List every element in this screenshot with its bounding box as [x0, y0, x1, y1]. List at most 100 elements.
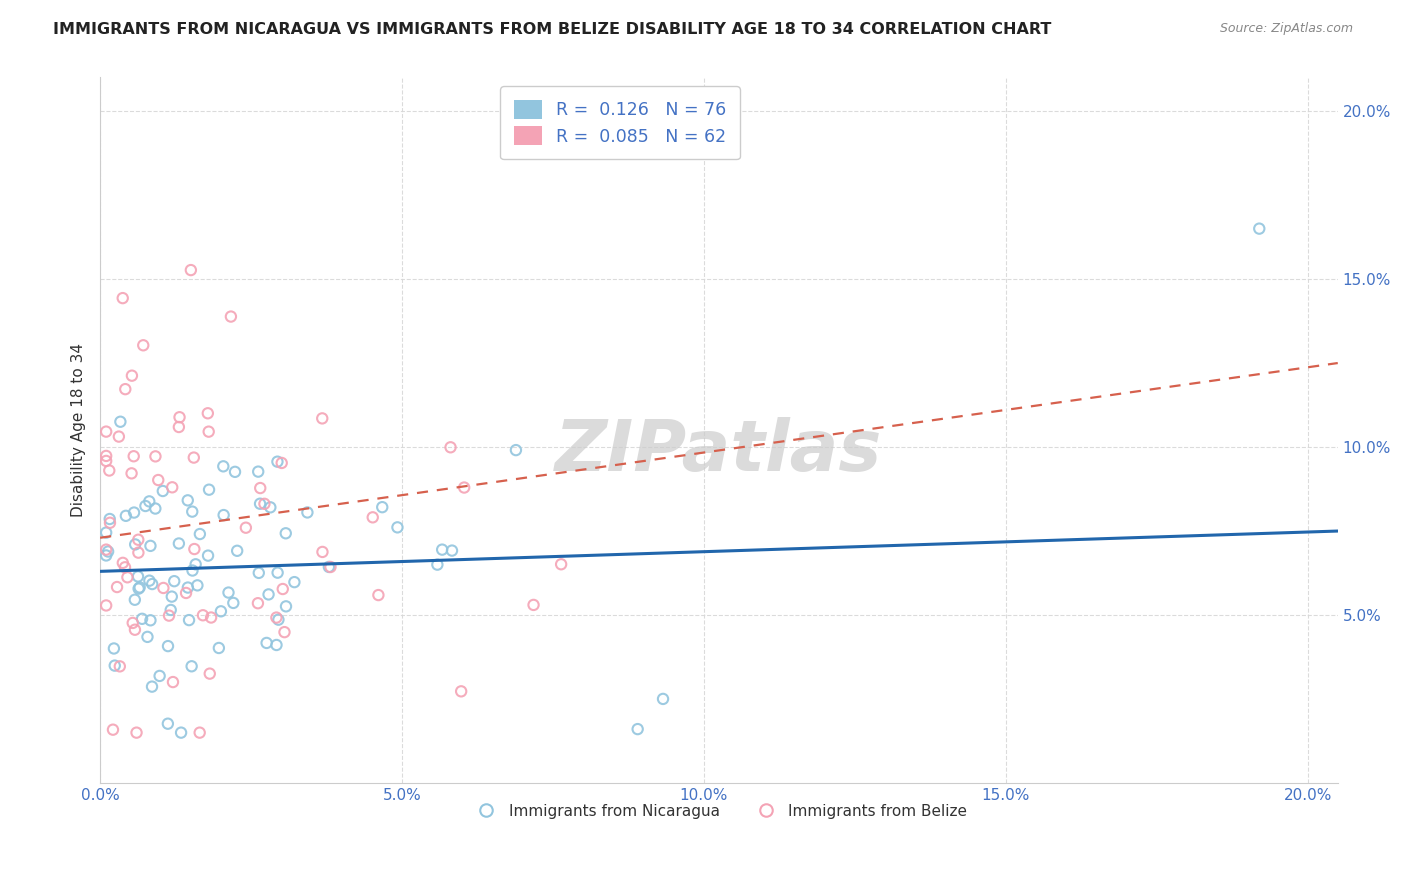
- Point: [124, 537, 146, 551]
- Point: [430, 542, 453, 557]
- Point: [266, 455, 288, 469]
- Point: [550, 558, 572, 572]
- Point: [318, 560, 340, 574]
- Text: ZIPatlas: ZIPatlas: [555, 417, 883, 486]
- Point: [128, 581, 150, 595]
- Point: [180, 659, 202, 673]
- Point: [235, 521, 257, 535]
- Point: [128, 582, 150, 596]
- Point: [121, 467, 143, 481]
- Point: [127, 569, 149, 583]
- Point: [218, 585, 240, 599]
- Point: [105, 580, 128, 594]
- Point: [181, 564, 204, 578]
- Point: [387, 520, 409, 534]
- Point: [149, 669, 172, 683]
- Point: [127, 546, 149, 560]
- Point: [266, 638, 288, 652]
- Point: [152, 483, 174, 498]
- Point: [152, 581, 174, 595]
- Y-axis label: Disability Age 18 to 34: Disability Age 18 to 34: [72, 343, 86, 517]
- Point: [311, 411, 333, 425]
- Point: [122, 506, 145, 520]
- Point: [121, 368, 143, 383]
- Point: [274, 526, 297, 541]
- Point: [160, 590, 183, 604]
- Point: [219, 310, 242, 324]
- Text: Source: ZipAtlas.com: Source: ZipAtlas.com: [1219, 22, 1353, 36]
- Point: [177, 493, 200, 508]
- Point: [197, 425, 219, 439]
- Point: [191, 608, 214, 623]
- Point: [266, 610, 288, 624]
- Point: [141, 680, 163, 694]
- Point: [200, 610, 222, 624]
- Point: [188, 725, 211, 739]
- Point: [122, 449, 145, 463]
- Point: [167, 420, 190, 434]
- Point: [440, 543, 463, 558]
- Point: [274, 599, 297, 614]
- Point: [188, 527, 211, 541]
- Point: [108, 659, 131, 673]
- Point: [249, 481, 271, 495]
- Point: [138, 494, 160, 508]
- Point: [127, 533, 149, 547]
- Point: [450, 684, 472, 698]
- Point: [96, 542, 118, 557]
- Point: [257, 587, 280, 601]
- Point: [426, 558, 449, 572]
- Point: [246, 596, 269, 610]
- Point: [208, 640, 231, 655]
- Point: [125, 725, 148, 739]
- Point: [131, 612, 153, 626]
- Point: [266, 566, 288, 580]
- Point: [148, 473, 170, 487]
- Point: [627, 722, 650, 736]
- Point: [111, 556, 134, 570]
- Point: [96, 449, 118, 463]
- Point: [96, 525, 118, 540]
- Point: [141, 577, 163, 591]
- Point: [104, 658, 127, 673]
- Point: [124, 592, 146, 607]
- Point: [247, 465, 270, 479]
- Point: [197, 549, 219, 563]
- Point: [138, 574, 160, 588]
- Point: [367, 588, 389, 602]
- Point: [98, 516, 121, 530]
- Point: [96, 425, 118, 439]
- Point: [124, 623, 146, 637]
- Point: [177, 613, 200, 627]
- Point: [110, 415, 132, 429]
- Legend: Immigrants from Nicaragua, Immigrants from Belize: Immigrants from Nicaragua, Immigrants fr…: [464, 797, 973, 825]
- Point: [226, 543, 249, 558]
- Point: [156, 716, 179, 731]
- Point: [167, 536, 190, 550]
- Point: [652, 692, 675, 706]
- Point: [143, 501, 166, 516]
- Point: [97, 544, 120, 558]
- Point: [162, 675, 184, 690]
- Point: [297, 505, 319, 519]
- Point: [198, 483, 221, 497]
- Point: [267, 613, 290, 627]
- Point: [249, 497, 271, 511]
- Point: [121, 615, 143, 630]
- Point: [111, 291, 134, 305]
- Point: [114, 382, 136, 396]
- Point: [259, 500, 281, 515]
- Point: [247, 566, 270, 580]
- Point: [177, 581, 200, 595]
- Point: [170, 725, 193, 739]
- Point: [103, 641, 125, 656]
- Point: [224, 465, 246, 479]
- Point: [169, 410, 191, 425]
- Point: [180, 263, 202, 277]
- Point: [222, 596, 245, 610]
- Point: [160, 480, 183, 494]
- Point: [159, 603, 181, 617]
- Point: [209, 604, 232, 618]
- Point: [163, 574, 186, 589]
- Point: [181, 505, 204, 519]
